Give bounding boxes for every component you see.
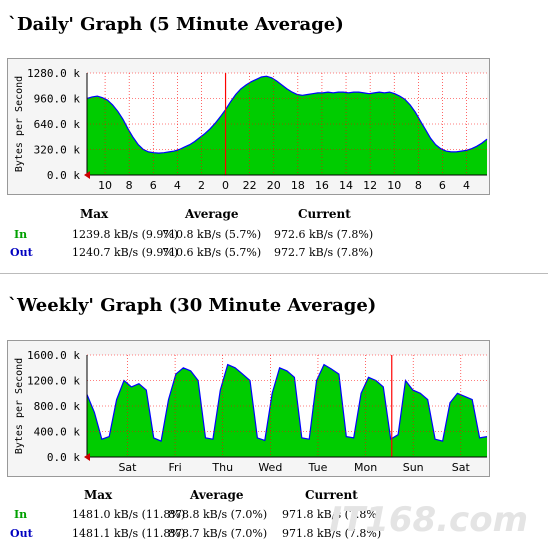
weekly-stats-header-max: Max (84, 488, 113, 502)
daily-in-label: In (14, 228, 28, 241)
weekly-xtick-label: Sat (452, 461, 471, 474)
weekly-series-in-area (87, 364, 487, 457)
daily-in-average: 710.8 kB/s (5.7%) (162, 228, 262, 241)
daily-out-label: Out (10, 246, 33, 259)
daily-out-max: 1240.7 kB/s (9.9%) (72, 246, 179, 259)
daily-xtick-label: 18 (291, 179, 305, 192)
daily-ytick-label: 960.0 k (34, 93, 81, 106)
daily-xtick-label: 4 (463, 179, 470, 192)
daily-stats-header-current: Current (298, 207, 351, 221)
daily-xtick-label: 6 (439, 179, 446, 192)
daily-xtick-label: 20 (267, 179, 281, 192)
daily-series-out-line (86, 75, 488, 154)
weekly-out-average: 878.7 kB/s (7.0%) (168, 527, 268, 540)
daily-xtick-label: 22 (243, 179, 257, 192)
weekly-ytick-label: 400.0 k (34, 426, 81, 439)
daily-xtick-label: 8 (126, 179, 133, 192)
weekly-out-label: Out (10, 527, 33, 540)
daily-xtick-label: 4 (174, 179, 181, 192)
weekly-stats-header-average: Average (190, 488, 244, 502)
weekly-stats-header-current: Current (305, 488, 358, 502)
weekly-in-max: 1481.0 kB/s (11.8%) (72, 508, 186, 521)
weekly-xtick-label: Thu (211, 461, 233, 474)
daily-ytick-label: 640.0 k (34, 118, 81, 131)
daily-ytick-label: 0.0 k (47, 169, 80, 182)
daily-xtick-label: 6 (150, 179, 157, 192)
section-divider (0, 273, 548, 274)
weekly-xtick-label: Tue (308, 461, 328, 474)
weekly-in-average: 878.8 kB/s (7.0%) (168, 508, 268, 521)
daily-chart-svg: 0.0 k 320.0 k 640.0 k 960.0 k 1280.0 k 10 8 6 4 2… (14, 67, 488, 192)
daily-xtick-label: 10 (387, 179, 401, 192)
daily-xtick-label: 12 (363, 179, 377, 192)
weekly-out-max: 1481.1 kB/s (11.8%) (72, 527, 186, 540)
daily-in-max: 1239.8 kB/s (9.9%) (72, 228, 179, 241)
weekly-ytick-label: 800.0 k (34, 400, 81, 413)
daily-ylabel: Bytes per Second (14, 76, 25, 172)
daily-xtick-label: 8 (415, 179, 422, 192)
daily-xtick-label: 2 (198, 179, 205, 192)
daily-series-in-area (87, 76, 487, 175)
daily-xtick-label: 0 (222, 179, 229, 192)
weekly-graph: 0.0 k 400.0 k 800.0 k 1200.0 k 1600.0 k Sat Fr… (7, 340, 490, 477)
weekly-chart-svg: 0.0 k 400.0 k 800.0 k 1200.0 k 1600.0 k Sat Fr… (14, 349, 488, 474)
daily-ytick-label: 1280.0 k (27, 67, 80, 80)
weekly-out-current: 971.8 kB/s (7.8%) (282, 527, 382, 540)
daily-stats-header-average: Average (185, 207, 239, 221)
weekly-xtick-label: Mon (354, 461, 377, 474)
weekly-ylabel: Bytes per Second (14, 358, 25, 454)
daily-out-current: 972.7 kB/s (7.8%) (274, 246, 374, 259)
watermark-logo: IT168.com (329, 500, 528, 540)
daily-xtick-label: 10 (98, 179, 112, 192)
weekly-xtick-label: Sun (403, 461, 424, 474)
weekly-ytick-label: 0.0 k (47, 451, 80, 464)
daily-out-average: 710.6 kB/s (5.7%) (162, 246, 262, 259)
daily-xtick-label: 14 (339, 179, 353, 192)
weekly-ytick-label: 1600.0 k (27, 349, 80, 362)
daily-in-current: 972.6 kB/s (7.8%) (274, 228, 374, 241)
daily-ytick-label: 320.0 k (34, 144, 81, 157)
weekly-series-out-line (86, 363, 488, 442)
daily-stats-header-max: Max (80, 207, 109, 221)
daily-graph: 0.0 k 320.0 k 640.0 k 960.0 k 1280.0 k 10 8 6 4 2… (7, 58, 490, 195)
weekly-graph-title: `Weekly' Graph (30 Minute Average) (8, 295, 377, 316)
weekly-in-current: 971.8 kB/s (7.8%) (282, 508, 382, 521)
weekly-ytick-label: 1200.0 k (27, 375, 80, 388)
weekly-xtick-label: Wed (258, 461, 282, 474)
daily-origin-arrow-icon (84, 171, 90, 179)
weekly-in-label: In (14, 508, 28, 521)
daily-graph-title: `Daily' Graph (5 Minute Average) (8, 14, 344, 35)
daily-xtick-label: 16 (315, 179, 329, 192)
weekly-xtick-label: Fri (169, 461, 182, 474)
weekly-origin-arrow-icon (84, 453, 90, 461)
weekly-xtick-label: Sat (118, 461, 137, 474)
